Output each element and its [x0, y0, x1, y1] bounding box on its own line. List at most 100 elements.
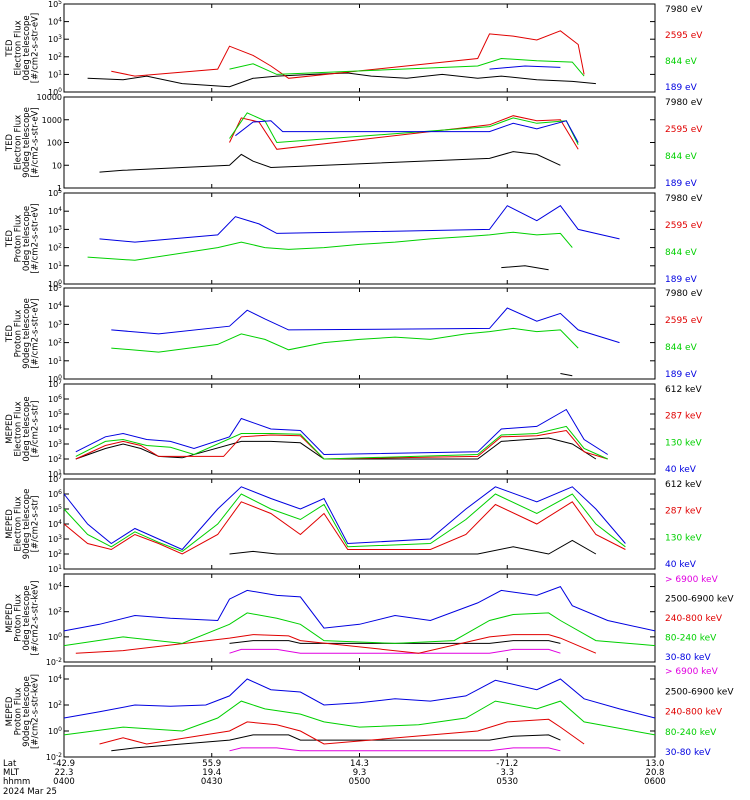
y-axis-label: 0deg telescope: [22, 15, 32, 80]
series-line: [235, 120, 579, 143]
y-tick-label: 10-2: [46, 752, 62, 762]
panel-frame: [63, 573, 656, 663]
x-tick-mlt: 20.8: [646, 768, 665, 778]
x-tick-mlt: 22.3: [55, 768, 74, 778]
y-axis-label: TED: [5, 229, 15, 248]
y-axis-label: [#/cm2-s-str-eV]: [31, 203, 41, 273]
series-line: [99, 718, 585, 745]
y-axis-label: TED: [5, 39, 15, 58]
x-tick-lat: -71.2: [496, 759, 518, 769]
y-axis-label: 0deg telescope: [22, 396, 32, 461]
legend-entry: 130 keV: [665, 533, 702, 543]
y-tick-label: 105: [48, 504, 62, 514]
series-line: [75, 437, 597, 460]
y-tick-label: 102: [48, 52, 62, 62]
x-tick-lat: 14.3: [350, 759, 369, 769]
series-line: [229, 539, 597, 555]
x-tick-hhmm: 0400: [53, 777, 75, 787]
y-tick-label: 103: [48, 34, 62, 44]
y-tick-label: 101: [48, 469, 62, 479]
series-line: [229, 648, 561, 654]
y-tick-label: 100: [48, 279, 62, 289]
y-axis-label: 90deg telescope: [22, 676, 32, 747]
y-axis-label: 0deg telescope: [22, 585, 32, 650]
legend-entry: 189 eV: [665, 275, 698, 285]
x-axis-row-label: MLT: [3, 768, 20, 778]
y-tick-label: 105: [48, 409, 62, 419]
x-tick-hhmm: 0500: [349, 777, 371, 787]
y-tick-label: 101: [48, 69, 62, 79]
legend-entry: 2595 eV: [665, 316, 703, 326]
series-line: [63, 700, 656, 736]
y-axis-label: [#/cm2-s-str]: [31, 401, 41, 458]
legend-entry: 612 keV: [665, 480, 702, 490]
panel-frame: [63, 96, 656, 189]
legend-entry: 7980 eV: [665, 289, 703, 299]
legend-entry: 80-240 keV: [665, 634, 717, 644]
x-tick-lat: 13.0: [646, 759, 665, 769]
y-axis-label: [#/cm2-s-str-eV]: [31, 298, 41, 368]
legend-entry: 844 eV: [665, 57, 698, 67]
y-tick-label: 106: [48, 489, 62, 499]
x-tick-mlt: 9.3: [353, 768, 367, 778]
y-axis-label: 0deg telescope: [22, 206, 32, 271]
y-axis-label: MEPED: [5, 509, 15, 539]
y-axis-label: 90deg telescope: [22, 298, 32, 369]
legend-entry: 7980 eV: [665, 5, 703, 15]
y-tick-label: 101: [48, 261, 62, 271]
y-tick-label: 100: [48, 726, 62, 736]
series-line: [111, 734, 561, 752]
y-tick-label: 100: [48, 87, 62, 97]
y-tick-label: 101: [48, 356, 62, 366]
legend-entry: 240-800 keV: [665, 708, 723, 718]
x-tick-hhmm: 0430: [201, 777, 223, 787]
x-tick-lat: 55.9: [202, 759, 221, 769]
y-tick-label: 10-2: [46, 657, 62, 667]
series-line: [229, 747, 561, 752]
y-axis-label: Proton Flux: [14, 310, 24, 358]
y-tick-label: 105: [48, 283, 62, 293]
y-axis-label: Electron Flux: [14, 496, 24, 551]
y-axis-label: TED: [5, 324, 15, 343]
legend-entry: 844 eV: [665, 248, 698, 258]
legend-entry: 40 keV: [665, 560, 697, 570]
legend-entry: 30-80 keV: [665, 748, 711, 758]
series-line: [501, 265, 549, 271]
y-tick-label: 102: [48, 549, 62, 559]
y-tick-label: 104: [48, 582, 62, 592]
legend-entry: 2500-6900 keV: [665, 595, 734, 605]
y-tick-label: 105: [48, 188, 62, 198]
y-tick-label: 102: [48, 607, 62, 617]
y-tick-label: 100: [48, 374, 62, 384]
y-tick-label: 102: [48, 243, 62, 253]
y-tick-label: 10: [52, 161, 62, 170]
y-tick-label: 104: [48, 206, 62, 216]
y-axis-label: [#/cm2-s-str-eV]: [31, 107, 41, 177]
series-line: [229, 57, 585, 77]
y-axis-label: Proton Flux: [14, 594, 24, 642]
series-line: [63, 678, 656, 719]
series-line: [87, 72, 596, 88]
legend-entry: 7980 eV: [665, 98, 703, 108]
legend-entry: 7980 eV: [665, 194, 703, 204]
legend-entry: 287 keV: [665, 507, 702, 517]
y-tick-label: 107: [48, 379, 62, 389]
panel-frame: [63, 192, 656, 285]
x-tick-hhmm: 0530: [496, 777, 518, 787]
y-tick-label: 103: [48, 534, 62, 544]
y-tick-label: 103: [48, 439, 62, 449]
legend-entry: 287 keV: [665, 412, 702, 422]
series-line: [75, 634, 597, 654]
y-axis-label: [#/cm2-s-str]: [31, 496, 41, 553]
series-line: [63, 486, 626, 551]
x-axis-row-label: 2024 Mar 25: [3, 787, 57, 797]
series-line: [111, 327, 579, 353]
legend-entry: 80-240 keV: [665, 728, 717, 738]
series-line: [560, 373, 573, 377]
